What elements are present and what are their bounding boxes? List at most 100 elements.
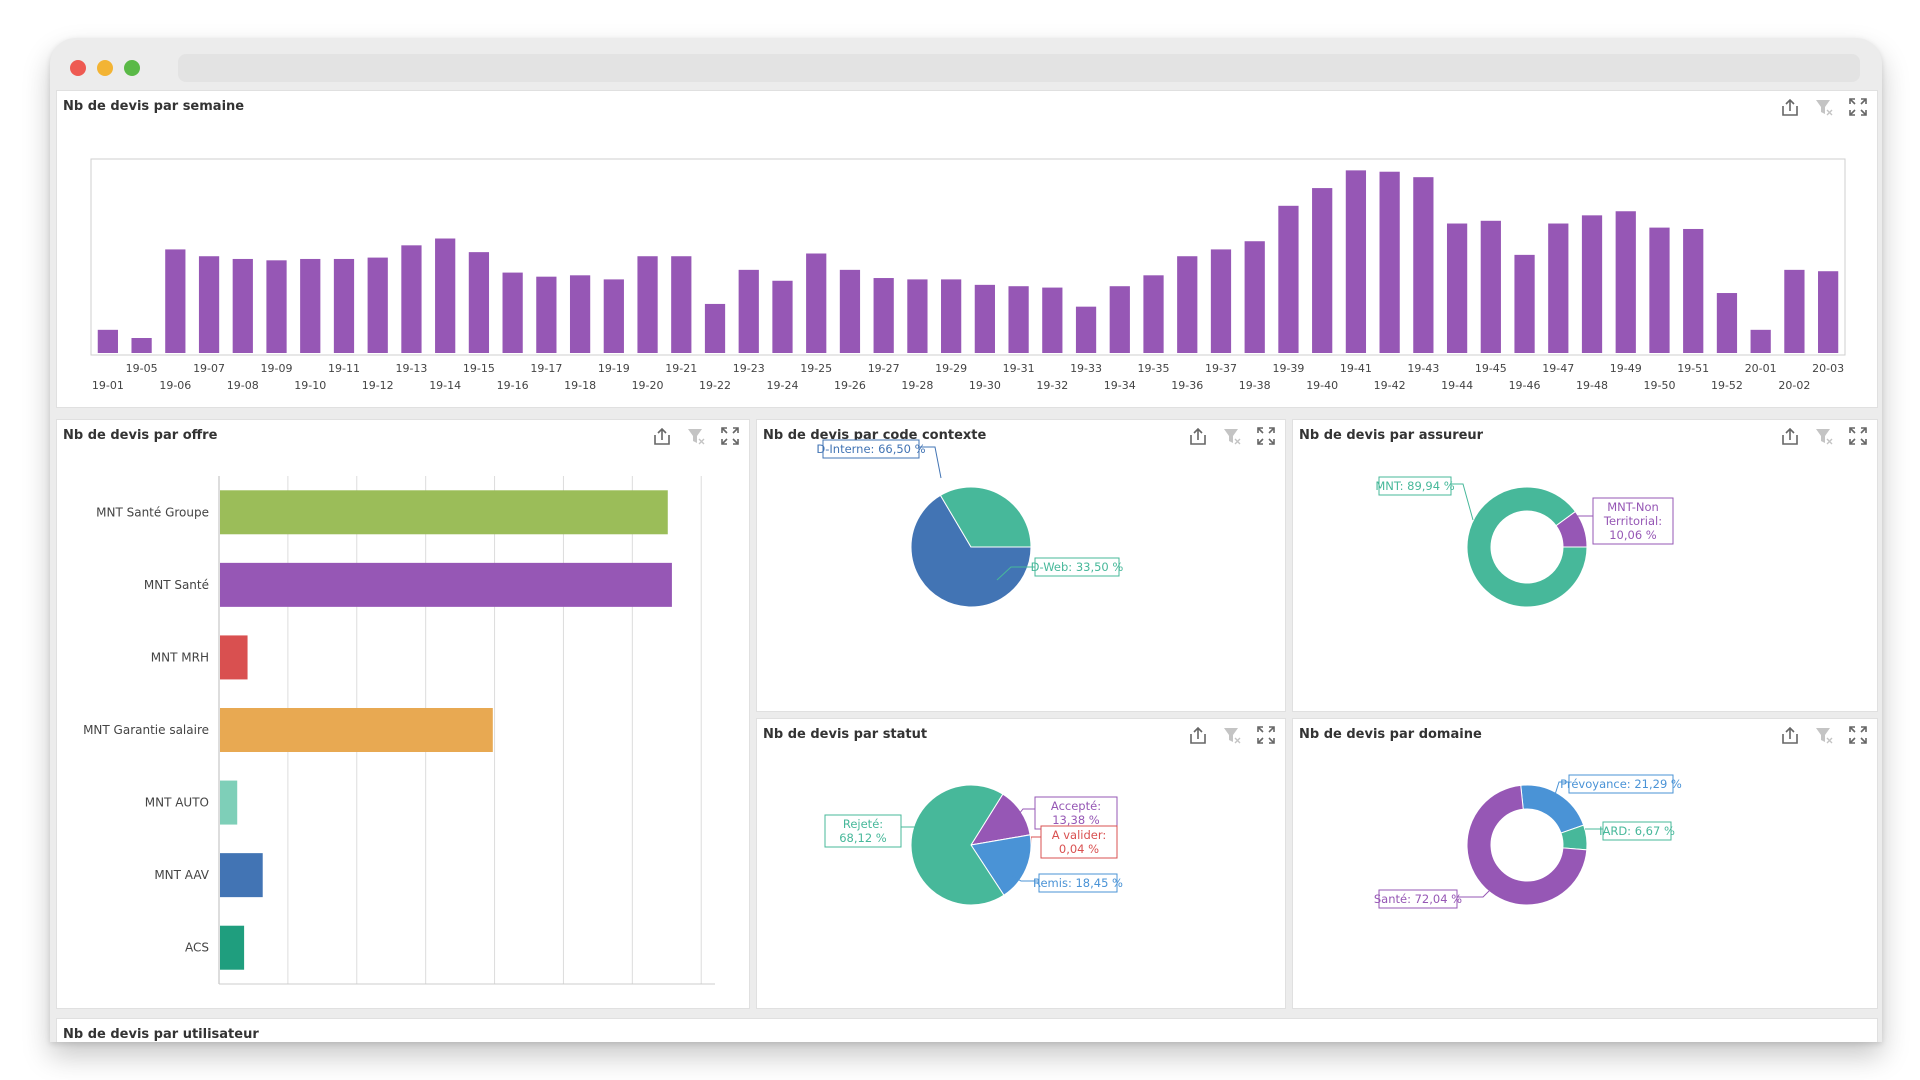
bar[interactable] xyxy=(806,253,827,353)
bar[interactable] xyxy=(637,256,658,353)
bar[interactable] xyxy=(1345,170,1367,353)
bar[interactable] xyxy=(974,284,995,353)
pie-slice[interactable] xyxy=(1555,510,1588,548)
x-tick-label: 20-02 xyxy=(1778,379,1810,392)
bar[interactable] xyxy=(220,708,493,752)
bar[interactable] xyxy=(1413,177,1434,353)
bar[interactable] xyxy=(220,853,263,898)
x-tick-label: 19-29 xyxy=(935,362,967,375)
bar[interactable] xyxy=(1649,227,1670,353)
bar[interactable] xyxy=(131,338,152,353)
bar[interactable] xyxy=(1278,205,1299,353)
bar[interactable] xyxy=(1446,223,1468,353)
maximize-icon[interactable] xyxy=(1849,726,1867,744)
x-tick-label: 19-20 xyxy=(632,379,664,392)
export-icon[interactable] xyxy=(1190,427,1206,445)
x-tick-label: 19-16 xyxy=(497,379,529,392)
bar[interactable] xyxy=(704,303,726,353)
bar[interactable] xyxy=(333,258,355,353)
bar[interactable] xyxy=(1008,286,1029,353)
clear-filter-icon[interactable] xyxy=(1816,429,1833,445)
bar[interactable] xyxy=(1615,211,1636,353)
y-tick-label: MNT AAV xyxy=(154,868,209,882)
bar[interactable] xyxy=(220,635,248,680)
bar[interactable] xyxy=(873,278,894,353)
bar[interactable] xyxy=(1581,215,1603,353)
pie-slice[interactable] xyxy=(910,784,1005,906)
bar[interactable] xyxy=(1210,249,1232,353)
pie-slice[interactable] xyxy=(1466,486,1588,608)
bar[interactable] xyxy=(1683,228,1704,353)
x-tick-label: 19-17 xyxy=(530,362,562,375)
panel-title: Nb de devis par code contexte xyxy=(763,428,987,443)
bar[interactable] xyxy=(1548,223,1569,353)
bar[interactable] xyxy=(941,279,962,353)
bar[interactable] xyxy=(165,249,186,353)
bar[interactable] xyxy=(1312,188,1333,353)
minimize-window-button[interactable] xyxy=(97,60,113,76)
pie-slice[interactable] xyxy=(970,834,1032,896)
export-icon[interactable] xyxy=(1190,726,1206,744)
bar[interactable] xyxy=(97,329,118,353)
maximize-icon[interactable] xyxy=(1849,98,1867,116)
bar[interactable] xyxy=(468,252,490,353)
y-tick-label: MNT Garantie salaire xyxy=(83,723,209,737)
bar[interactable] xyxy=(772,280,793,353)
bar[interactable] xyxy=(1042,287,1063,353)
bar[interactable] xyxy=(367,257,388,353)
bar[interactable] xyxy=(198,256,220,353)
x-tick-label: 19-37 xyxy=(1205,362,1237,375)
bar[interactable] xyxy=(839,269,861,353)
bar[interactable] xyxy=(220,925,245,970)
y-tick-label: MNT Santé Groupe xyxy=(96,505,209,519)
bar[interactable] xyxy=(1075,306,1097,353)
address-bar[interactable] xyxy=(178,54,1860,82)
export-icon[interactable] xyxy=(1782,726,1798,744)
clear-filter-icon[interactable] xyxy=(1224,728,1241,744)
bar[interactable] xyxy=(1716,293,1738,353)
pie-slice[interactable] xyxy=(939,486,1032,548)
export-icon[interactable] xyxy=(654,427,670,445)
bar[interactable] xyxy=(1177,256,1198,353)
bar[interactable] xyxy=(220,562,672,607)
bar[interactable] xyxy=(1143,275,1164,353)
bar[interactable] xyxy=(1244,241,1265,353)
export-icon[interactable] xyxy=(1782,427,1798,445)
bar[interactable] xyxy=(300,258,321,353)
bar[interactable] xyxy=(401,245,422,353)
clear-filter-icon[interactable] xyxy=(1816,100,1833,116)
clear-filter-icon[interactable] xyxy=(688,429,705,445)
bar[interactable] xyxy=(1514,254,1535,353)
bar[interactable] xyxy=(220,780,238,825)
export-icon[interactable] xyxy=(1782,98,1798,116)
x-tick-label: 19-09 xyxy=(261,362,293,375)
maximize-icon[interactable] xyxy=(1257,427,1275,445)
bar[interactable] xyxy=(220,490,668,535)
maximize-icon[interactable] xyxy=(1257,726,1275,744)
bar[interactable] xyxy=(1109,286,1130,353)
x-tick-label: 19-45 xyxy=(1475,362,1507,375)
pie-slice[interactable] xyxy=(1466,784,1588,906)
bar[interactable] xyxy=(671,256,692,353)
bar[interactable] xyxy=(536,276,557,353)
maximize-window-button[interactable] xyxy=(124,60,140,76)
pie-slice[interactable] xyxy=(910,494,1032,608)
close-window-button[interactable] xyxy=(70,60,86,76)
bar[interactable] xyxy=(738,269,759,353)
bar[interactable] xyxy=(907,279,928,353)
bar[interactable] xyxy=(435,238,456,353)
bar[interactable] xyxy=(1784,269,1805,353)
maximize-icon[interactable] xyxy=(721,427,739,445)
bar[interactable] xyxy=(569,275,591,353)
bar[interactable] xyxy=(1750,329,1771,353)
bar[interactable] xyxy=(232,258,253,353)
bar[interactable] xyxy=(266,260,287,353)
clear-filter-icon[interactable] xyxy=(1224,429,1241,445)
maximize-icon[interactable] xyxy=(1849,427,1867,445)
bar[interactable] xyxy=(1818,271,1839,353)
clear-filter-icon[interactable] xyxy=(1816,728,1833,744)
bar[interactable] xyxy=(502,272,523,353)
bar[interactable] xyxy=(1480,220,1501,353)
bar[interactable] xyxy=(1379,171,1400,353)
bar[interactable] xyxy=(603,279,624,353)
